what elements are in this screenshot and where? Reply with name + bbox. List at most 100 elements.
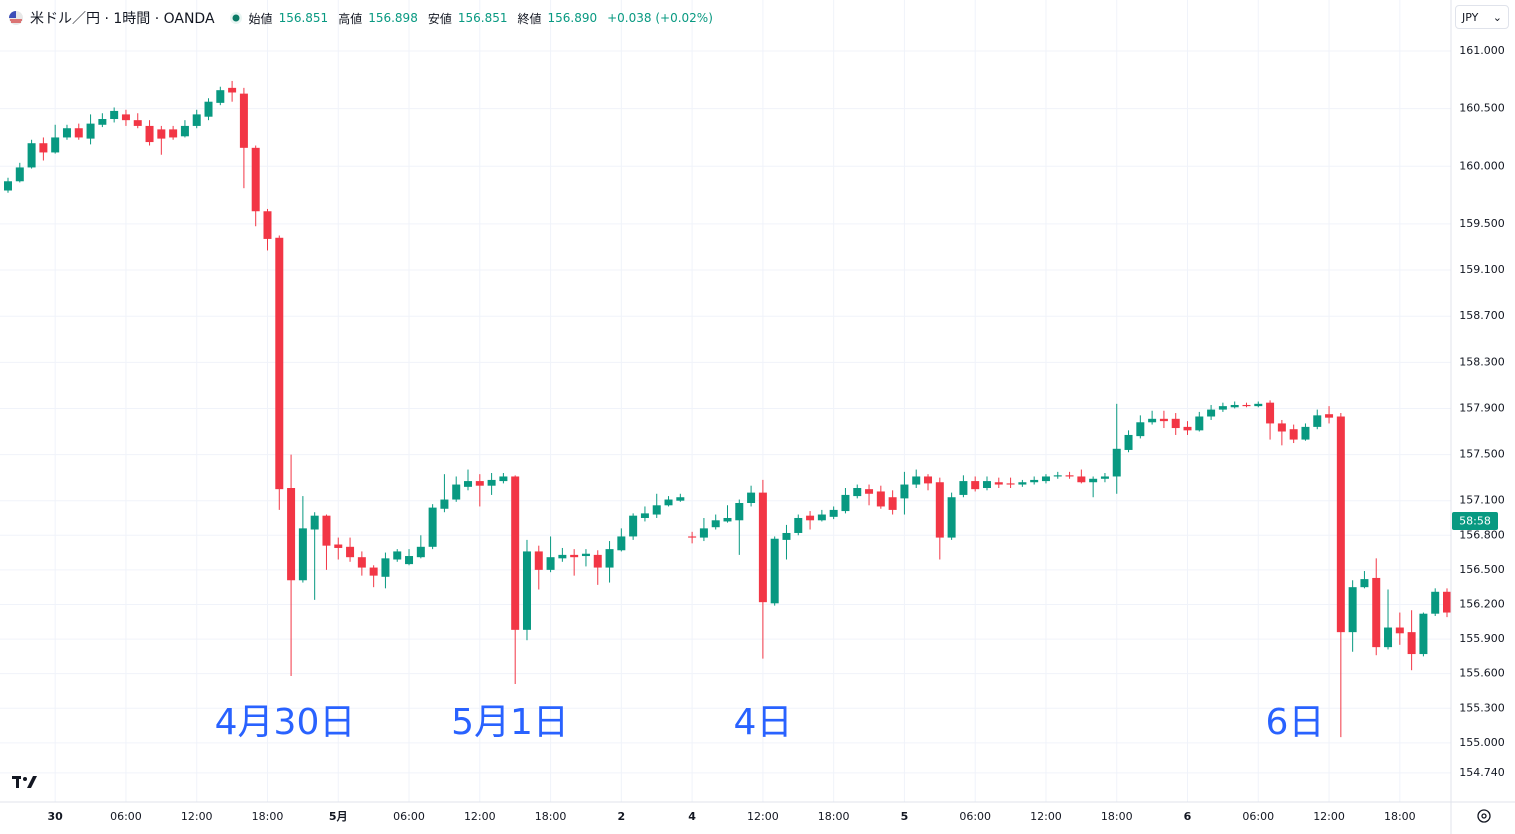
candle-body <box>640 513 649 518</box>
candle-body <box>617 536 626 551</box>
x-tick-label: 5月 <box>329 810 348 823</box>
candle-body <box>475 481 484 486</box>
currency: JPY <box>1462 10 1479 24</box>
candle-body <box>593 554 602 568</box>
candle-body <box>275 237 284 490</box>
candle-body <box>994 482 1003 485</box>
high-value: 156.898 <box>368 11 418 25</box>
candle-body <box>558 554 567 559</box>
candle-body <box>1419 613 1428 655</box>
candle-body <box>51 137 60 153</box>
candle-body <box>239 93 248 148</box>
candle-body <box>251 147 260 212</box>
candle-body <box>982 481 991 489</box>
caret: ⌄ <box>1492 10 1502 24</box>
candle-body <box>499 476 508 482</box>
change-value: +0.038 (+0.02%) <box>607 11 713 25</box>
x-tick-label: 06:00 <box>110 810 142 823</box>
candles <box>4 80 1451 738</box>
candle-body <box>711 520 720 528</box>
candle-body <box>947 497 956 538</box>
candle-body <box>924 476 933 484</box>
candle-body <box>534 551 543 570</box>
candle-body <box>416 546 425 558</box>
candle-body <box>357 557 366 568</box>
candle-body <box>1395 627 1404 634</box>
y-tick-label: 156.200 <box>1459 597 1505 610</box>
candle-body <box>15 167 24 182</box>
candle-body <box>464 481 473 487</box>
candle-body <box>369 567 378 576</box>
x-tick-label: 06:00 <box>393 810 425 823</box>
high-label: 高値 <box>338 11 363 26</box>
candle-body <box>652 505 661 515</box>
currency-select[interactable]: JPY ⌄ <box>1455 5 1509 29</box>
candle-body <box>393 551 402 560</box>
time-axis: 30 06:00 12:00 18:00 5月 06:00 12:00 18:00 2 4 12:0… <box>48 810 1416 823</box>
y-tick-label: 155.600 <box>1459 667 1505 680</box>
x-tick-label: 18:00 <box>818 810 850 823</box>
candle-body <box>405 556 414 565</box>
candle-body <box>1372 577 1381 648</box>
candle-body <box>98 119 107 125</box>
y-tick-label: 160.500 <box>1459 102 1505 115</box>
candle-body <box>900 484 909 499</box>
x-tick-label: 18:00 <box>252 810 284 823</box>
candle-body <box>1077 476 1086 483</box>
close-value: 156.890 <box>547 11 598 25</box>
y-tick-label: 160.000 <box>1459 159 1505 172</box>
x-tick-label: 12:00 <box>747 810 779 823</box>
candle-body <box>1431 591 1440 614</box>
candle-body <box>1006 483 1015 485</box>
candle-body <box>782 532 791 540</box>
candle-body <box>310 515 319 530</box>
y-tick-label: 158.700 <box>1459 309 1505 322</box>
candle-body <box>1207 409 1216 417</box>
annotation: 6日 <box>1266 702 1325 743</box>
x-tick-label: 4 <box>688 810 696 823</box>
candle-body <box>876 491 885 507</box>
x-tick-label: 12:00 <box>181 810 213 823</box>
candle-body <box>452 484 461 500</box>
candle-body <box>133 120 142 126</box>
y-tick-label: 156.500 <box>1459 563 1505 576</box>
candle-body <box>688 536 697 538</box>
candle-body <box>1089 478 1098 483</box>
x-tick-label: 6 <box>1184 810 1192 823</box>
candle-body <box>228 87 237 93</box>
candle-body <box>912 476 921 485</box>
settings-button[interactable] <box>1477 809 1491 823</box>
candle-body <box>1348 587 1357 633</box>
candle-body <box>758 492 767 603</box>
candle-body <box>157 129 166 139</box>
x-tick-label: 12:00 <box>464 810 496 823</box>
x-tick-label: 18:00 <box>1384 810 1416 823</box>
candle-body <box>935 482 944 538</box>
candle-body <box>204 101 213 117</box>
x-tick-label: 06:00 <box>1242 810 1274 823</box>
candle-body <box>322 515 331 546</box>
candle-body <box>1112 448 1121 477</box>
candle-body <box>699 528 708 538</box>
candle-body <box>180 125 189 137</box>
candle-body <box>1100 476 1109 479</box>
candle-body <box>334 544 343 548</box>
flag-icon <box>9 11 23 25</box>
candle-body <box>664 499 673 506</box>
y-tick-label: 156.800 <box>1459 528 1505 541</box>
candle-body <box>1254 403 1263 407</box>
candle-body <box>1136 422 1145 437</box>
candle-body <box>817 514 826 521</box>
candle-body <box>1313 415 1322 427</box>
candle-body <box>1218 406 1227 410</box>
logo <box>12 776 37 788</box>
candle-body <box>1053 475 1062 477</box>
candle-body <box>676 497 685 501</box>
candle-body <box>1065 475 1074 477</box>
candle-body <box>1183 426 1192 431</box>
candle-body <box>865 489 874 494</box>
y-tick-label: 159.100 <box>1459 263 1505 276</box>
y-tick-label: 154.740 <box>1459 766 1505 779</box>
